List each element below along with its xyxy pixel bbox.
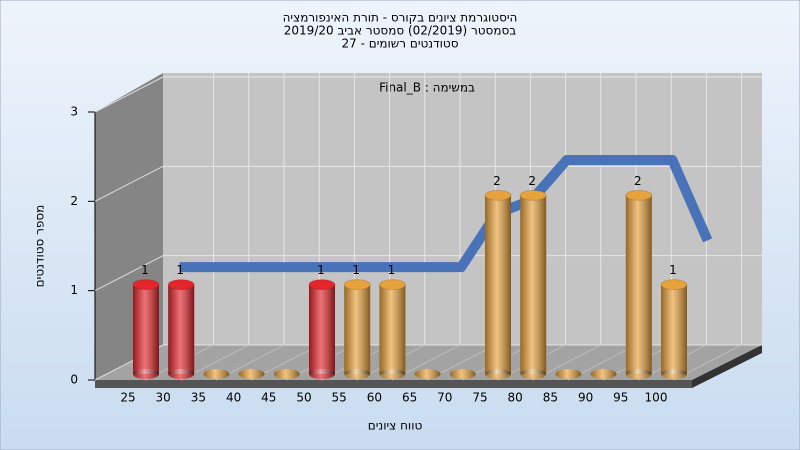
bar-part — [414, 369, 441, 379]
bar — [343, 279, 371, 379]
bar-part — [344, 284, 371, 374]
subtitle: במשימה : Final_B — [379, 81, 475, 95]
title-line: סטודנטים רשומים - 27 — [341, 37, 458, 51]
bar — [132, 279, 160, 379]
title-line: היסטוגרמת ציונים בקורס - תורת האינפורמצי… — [283, 11, 518, 25]
bar-part — [132, 279, 160, 291]
data-label: 1 — [669, 263, 677, 277]
y-tick-label: 1 — [70, 283, 78, 297]
bar-part — [519, 189, 547, 201]
bar-part — [485, 195, 511, 374]
grid-line — [94, 76, 164, 113]
x-tick-label: 40 — [226, 391, 241, 405]
bar — [590, 369, 617, 379]
bar-part — [660, 279, 688, 291]
bar — [484, 189, 512, 379]
bar-part — [378, 279, 406, 291]
trend-line — [179, 154, 713, 273]
bar-part — [167, 279, 195, 291]
data-label: 1 — [176, 263, 184, 277]
x-tick-label: 100 — [645, 391, 668, 405]
bar-part — [309, 284, 335, 374]
floor-edge — [95, 380, 692, 388]
x-tick-label: 30 — [156, 391, 171, 405]
data-label: 1 — [352, 263, 360, 277]
bar-part — [203, 369, 230, 379]
bar-part — [625, 195, 652, 374]
bar-part — [625, 189, 653, 201]
bar — [660, 279, 688, 379]
bar — [625, 189, 653, 379]
bar-part — [238, 369, 265, 379]
bar — [167, 279, 195, 379]
x-tick-label: 75 — [472, 391, 487, 405]
bar-part — [308, 279, 336, 291]
bar-part — [520, 195, 547, 374]
bar — [449, 369, 476, 379]
x-tick-label: 35 — [191, 391, 206, 405]
floor-side — [692, 345, 762, 388]
x-tick-label: 25 — [120, 391, 135, 405]
x-tick-label: 85 — [543, 391, 558, 405]
bar-part — [661, 284, 687, 374]
bar — [308, 279, 336, 379]
x-tick-label: 95 — [613, 391, 628, 405]
x-tick-label: 70 — [437, 391, 452, 405]
title-line: בסמסטר (02/2019) סמסטר אביב 2019/20 — [284, 24, 516, 38]
bar-part — [168, 284, 195, 374]
bar — [555, 369, 582, 379]
x-tick-label: 80 — [508, 391, 523, 405]
bar-part — [590, 369, 617, 379]
y-tick-label: 0 — [70, 373, 78, 387]
data-label: 2 — [634, 174, 642, 188]
bar — [203, 369, 230, 379]
bar-part — [273, 369, 300, 379]
data-label: 1 — [141, 263, 149, 277]
bar-part — [555, 369, 582, 379]
y-axis-label: מספר סטודנטים — [33, 205, 47, 288]
x-tick-label: 60 — [367, 391, 382, 405]
bar-part — [484, 189, 512, 201]
x-tick-label: 65 — [402, 391, 417, 405]
bar — [238, 369, 265, 379]
x-axis-label: טווח ציונים — [368, 419, 423, 433]
data-label: 1 — [388, 263, 396, 277]
grid-line — [94, 255, 164, 292]
back-wall — [163, 73, 762, 345]
data-label: 1 — [317, 263, 325, 277]
bar — [273, 369, 300, 379]
x-tick-label: 50 — [296, 391, 311, 405]
grid-line — [94, 165, 164, 202]
data-label: 2 — [528, 174, 536, 188]
x-tick-label: 55 — [332, 391, 347, 405]
bar-part — [449, 369, 476, 379]
x-tick-label: 45 — [261, 391, 276, 405]
x-tick-label: 90 — [578, 391, 593, 405]
bar — [378, 279, 406, 379]
data-label: 2 — [493, 174, 501, 188]
bar — [519, 189, 547, 379]
bar-part — [379, 284, 406, 374]
y-tick-label: 3 — [70, 105, 78, 119]
y-tick-label: 2 — [70, 194, 78, 208]
title: היסטוגרמת ציונים בקורס - תורת האינפורמצי… — [283, 11, 518, 51]
bar-part — [133, 284, 159, 374]
bar-part — [343, 279, 371, 291]
bar — [414, 369, 441, 379]
